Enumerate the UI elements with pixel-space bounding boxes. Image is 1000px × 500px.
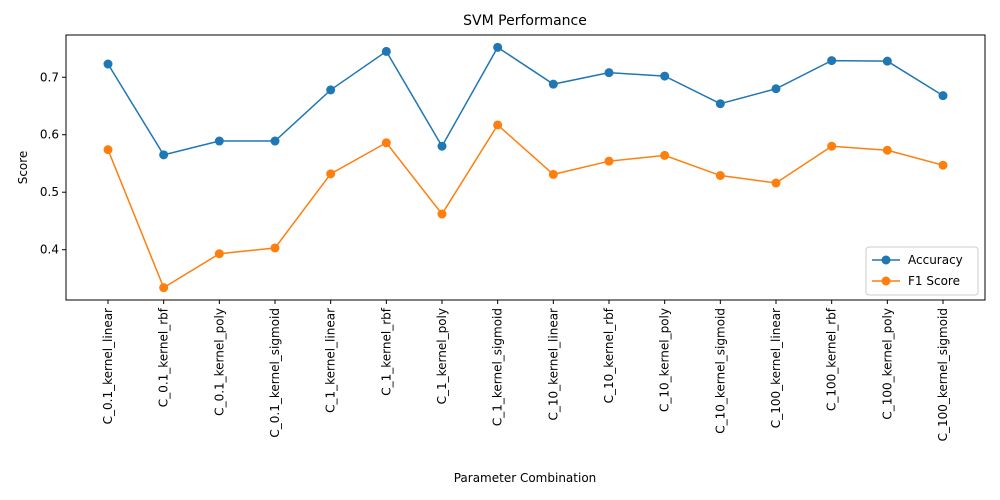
- series-point: [771, 84, 781, 94]
- series-point: [159, 150, 169, 160]
- y-axis-title: Score: [16, 151, 30, 185]
- plot-area: [103, 42, 948, 293]
- x-tick-label: C_0.1_kernel_linear: [101, 308, 115, 424]
- x-tick-label: C_10_kernel_sigmoid: [713, 308, 727, 434]
- x-tick-label: C_0.1_kernel_sigmoid: [268, 308, 282, 438]
- series-point: [938, 160, 948, 170]
- series-point: [437, 209, 447, 219]
- legend-box: [865, 246, 979, 296]
- series-point: [882, 56, 892, 66]
- y-tick-label: 0.6: [40, 128, 59, 142]
- legend: Accuracy F1 Score: [865, 246, 979, 296]
- series-point: [103, 145, 113, 155]
- legend-label: F1 Score: [908, 274, 960, 288]
- series-point: [159, 283, 169, 293]
- series-point: [771, 178, 781, 188]
- x-tick-label: C_100_kernel_sigmoid: [936, 308, 950, 441]
- series-point: [548, 169, 558, 179]
- x-tick-label: C_100_kernel_rbf: [825, 307, 839, 411]
- series-point: [827, 141, 837, 151]
- x-tick-label: C_0.1_kernel_poly: [212, 308, 226, 416]
- x-tick-label: C_1_kernel_rbf: [379, 307, 393, 396]
- series-point: [270, 136, 280, 146]
- series-point: [660, 150, 670, 160]
- series-line-0: [107, 46, 944, 156]
- x-tick-label: C_100_kernel_poly: [880, 308, 894, 420]
- x-axis-title: Parameter Combination: [454, 471, 597, 485]
- series-point: [214, 249, 224, 259]
- x-tick-label: C_1_kernel_linear: [324, 308, 338, 413]
- series-line-1: [107, 123, 944, 289]
- series-point: [493, 42, 503, 52]
- series-point: [604, 68, 614, 78]
- series-point: [938, 91, 948, 101]
- series-point: [548, 79, 558, 89]
- chart-title: SVM Performance: [463, 13, 587, 29]
- series-point: [326, 169, 336, 179]
- series-point: [103, 59, 113, 69]
- series-point: [270, 243, 280, 253]
- x-tick-label: C_0.1_kernel_rbf: [157, 307, 171, 407]
- x-tick-label: C_10_kernel_rbf: [602, 307, 616, 403]
- plot-frame: [65, 34, 986, 301]
- series-point: [326, 85, 336, 95]
- x-tick-label: C_10_kernel_linear: [546, 308, 560, 421]
- series-point: [493, 120, 503, 130]
- series-point: [214, 136, 224, 146]
- series-point: [437, 141, 447, 151]
- x-tick-label: C_10_kernel_poly: [658, 308, 672, 412]
- series-point: [882, 145, 892, 155]
- legend-marker: [881, 255, 891, 265]
- series-point: [715, 171, 725, 181]
- legend-label: Accuracy: [908, 253, 963, 267]
- series-point: [715, 99, 725, 109]
- y-tick-label: 0.4: [40, 243, 59, 257]
- series-point: [660, 71, 670, 81]
- y-tick-label: 0.5: [40, 185, 59, 199]
- series-point: [381, 138, 391, 148]
- legend-marker: [881, 276, 891, 286]
- x-tick-label: C_1_kernel_poly: [435, 308, 449, 404]
- series-point: [604, 156, 614, 166]
- series-point: [381, 46, 391, 56]
- x-tick-label: C_1_kernel_sigmoid: [491, 308, 505, 426]
- y-tick-label: 0.7: [40, 70, 59, 84]
- series-point: [827, 56, 837, 66]
- x-tick-label: C_100_kernel_linear: [769, 308, 783, 428]
